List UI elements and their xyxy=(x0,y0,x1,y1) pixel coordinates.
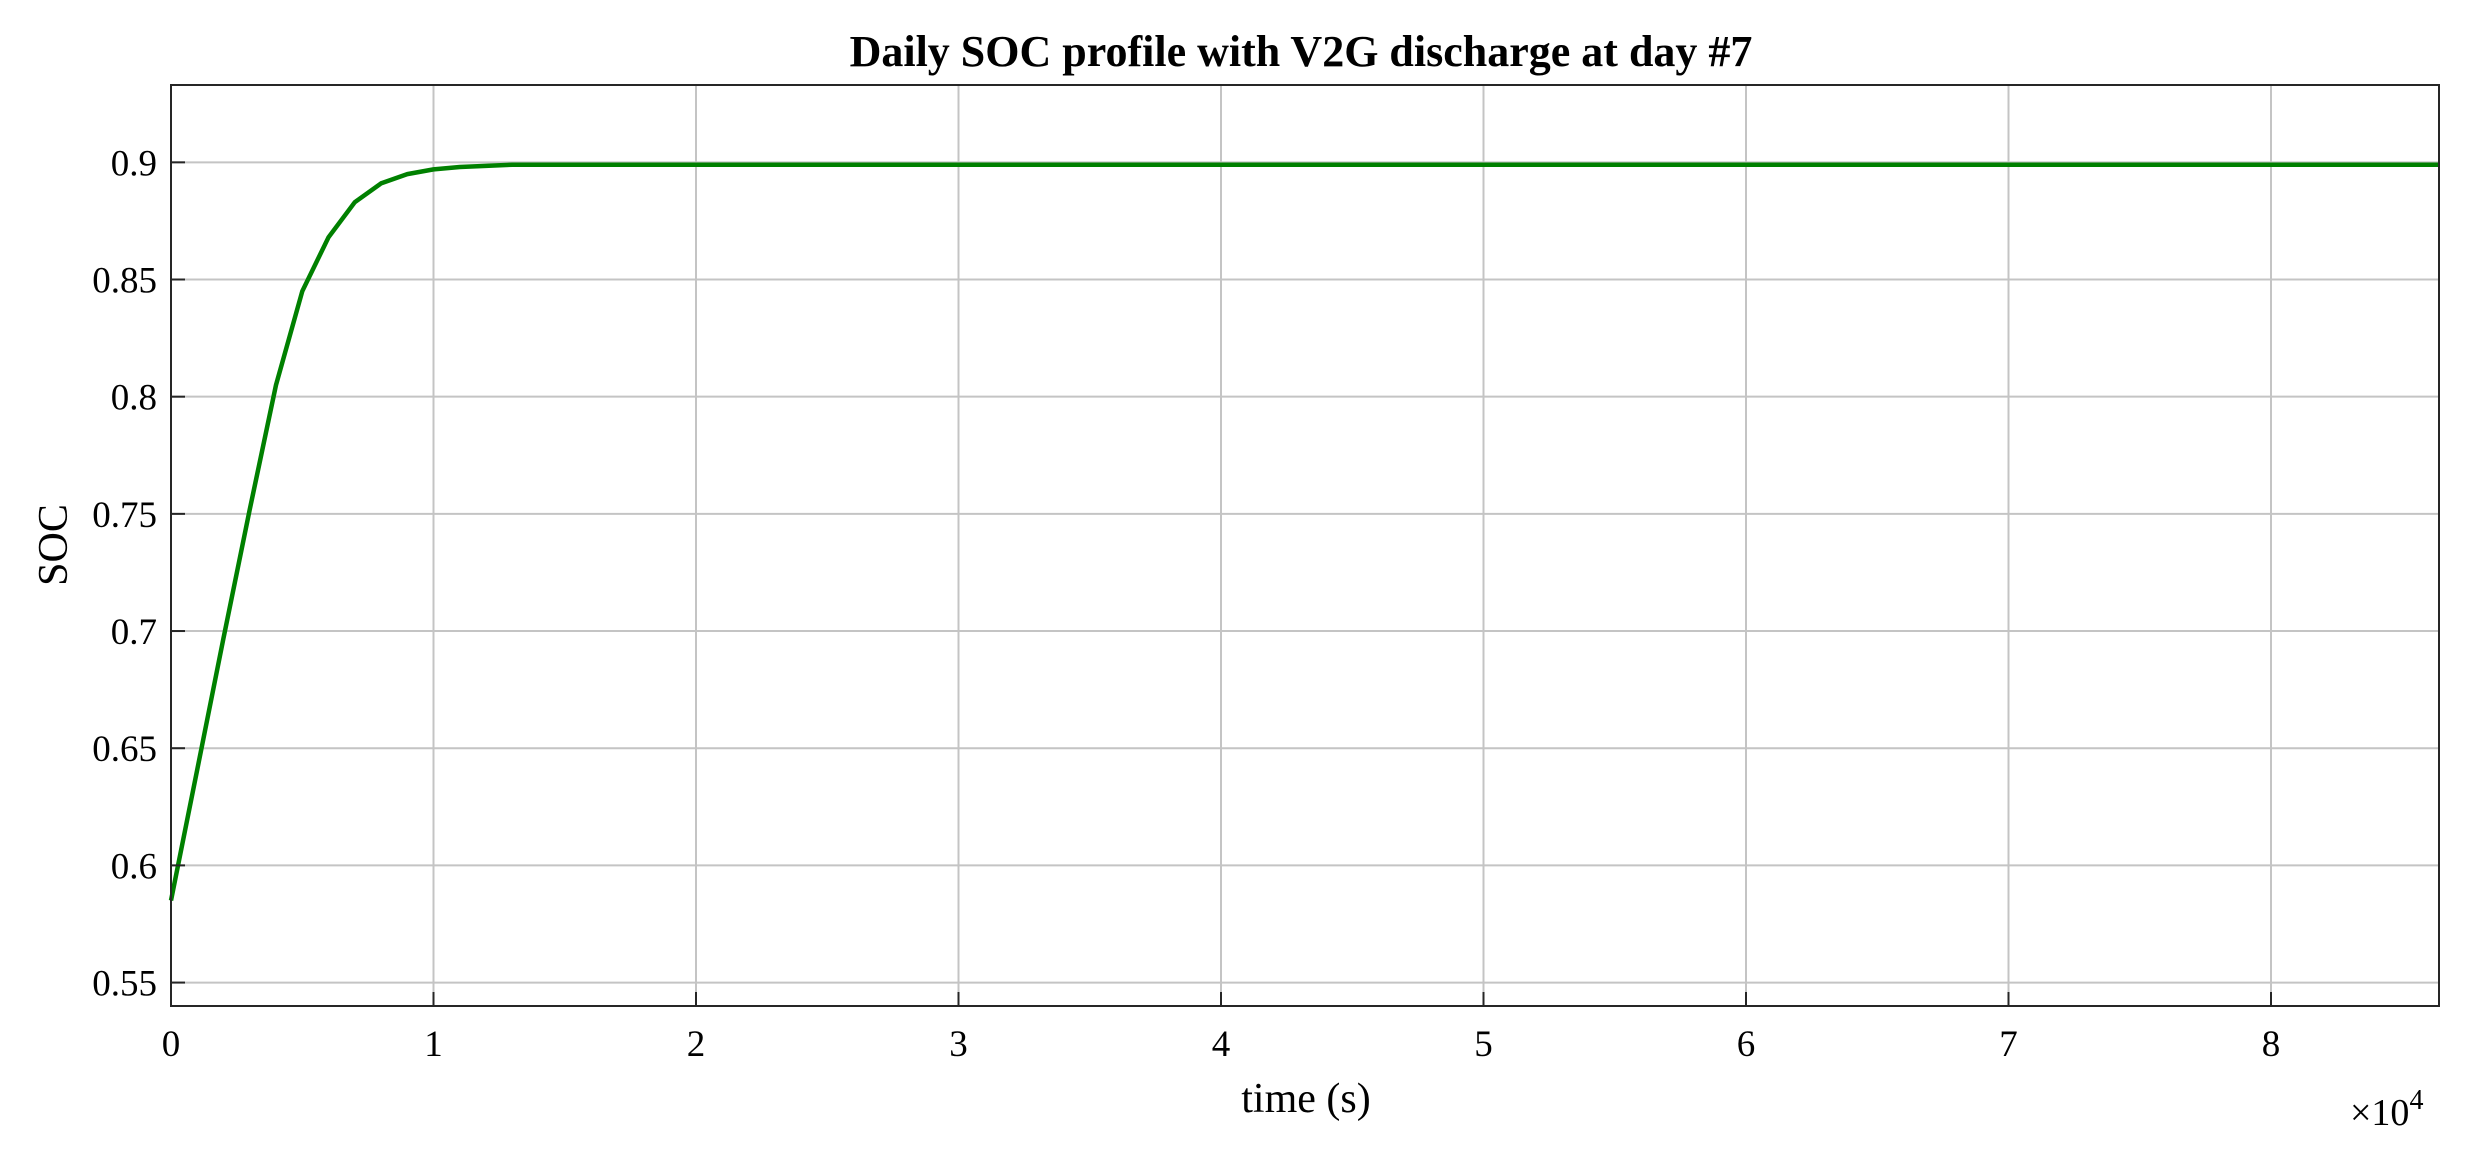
x-exponent-power: 4 xyxy=(2409,1085,2423,1116)
series-layer xyxy=(168,162,2439,901)
y-tick-label: 0.65 xyxy=(92,729,157,770)
x-tick-label: 3 xyxy=(949,1024,968,1065)
y-axis-label: SOC xyxy=(31,504,77,586)
x-tick-label: 4 xyxy=(1212,1024,1231,1065)
y-tick-label: 0.55 xyxy=(92,964,157,1005)
x-tick-label: 8 xyxy=(2262,1024,2281,1065)
grid-layer xyxy=(171,85,2439,1006)
x-exponent-label: ×104 xyxy=(2350,1085,2423,1134)
chart-title: Daily SOC profile with V2G discharge at … xyxy=(850,27,1753,76)
axes-box xyxy=(170,84,2440,1007)
y-tick-label: 0.9 xyxy=(111,143,157,184)
y-tick-label: 0.6 xyxy=(111,846,157,887)
soc-series-line xyxy=(168,162,2439,901)
y-tick-label: 0.8 xyxy=(111,378,157,419)
y-tick-label: 0.7 xyxy=(111,612,157,653)
y-tick-label: 0.75 xyxy=(92,495,157,536)
x-axis-label: time (s) xyxy=(1241,1076,1370,1122)
x-tick-label: 6 xyxy=(1737,1024,1756,1065)
x-tick-label: 5 xyxy=(1474,1024,1493,1065)
x-tick-label: 0 xyxy=(162,1024,181,1065)
x-tick-label: 2 xyxy=(687,1024,706,1065)
x-tick-label: 7 xyxy=(1999,1024,2018,1065)
y-tick-label: 0.85 xyxy=(92,261,157,302)
x-exponent-base: ×10 xyxy=(2350,1092,2409,1134)
tick-layer: 0 1 2 3 4 5 6 7 8 0.55 0.6 0.65 0.7 0.75 0.8 0.85 0.9 xyxy=(92,143,2280,1065)
x-tick-label: 1 xyxy=(424,1024,443,1065)
